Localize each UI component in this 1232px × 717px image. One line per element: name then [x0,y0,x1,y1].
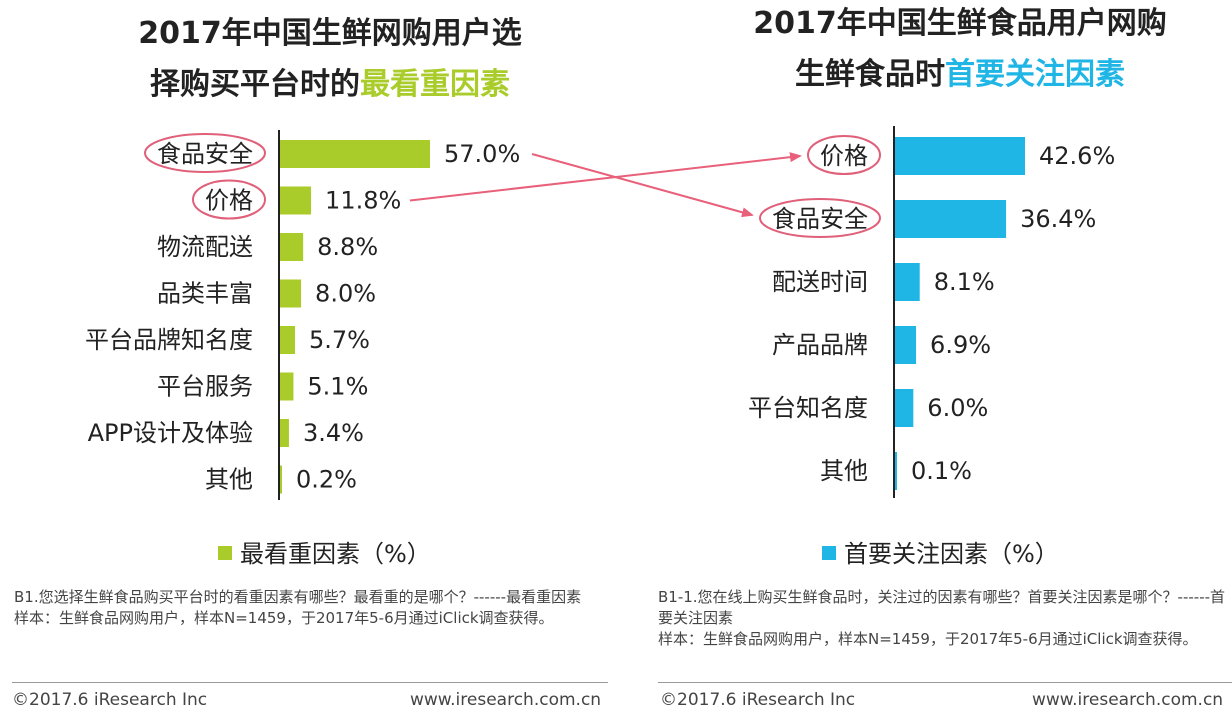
left-value-label: 8.0% [315,280,376,308]
left-value-label: 3.4% [303,419,364,447]
right-title-line2: 生鲜食品时首要关注因素 [660,55,1232,94]
right-copyright: ©2017.6 iResearch Inc [660,690,856,710]
right-legend-label: 首要关注因素（%） [844,540,1059,568]
left-category-label: 物流配送 [157,233,253,261]
left-value-label: 11.8% [325,187,401,215]
left-title-prefix: 择购买平台时的 [150,67,360,102]
right-category-label: 价格 [820,142,868,170]
left-note-question: B1.您选择生鲜食品购买平台时的看重因素有哪些？最看重的是哪个？------最看… [14,588,582,606]
left-bar [280,326,295,354]
right-bar [895,263,920,301]
right-source-note: B1-1.您在线上购买生鲜食品时，关注过的因素有哪些？首要关注因素是哪个？---… [658,587,1232,650]
left-category-label: 平台服务 [157,373,253,401]
left-note-sample: 样本：生鲜食品网购用户，样本N=1459，于2017年5-6月通过iClick调… [14,609,554,627]
left-value-label: 5.7% [309,326,370,354]
right-bar [895,326,917,364]
right-category-label: 产品品牌 [772,331,868,359]
left-chart-title: 2017年中国生鲜网购用户选 择购买平台时的最看重因素 [40,14,620,104]
left-website: www.iresearch.com.cn [410,690,602,710]
left-bar [280,186,312,215]
left-title-line1: 2017年中国生鲜网购用户选 [138,16,522,51]
left-bar [280,140,430,168]
left-bar [280,465,282,494]
right-legend: 首要关注因素（%） [822,534,1059,569]
right-category-label: 其他 [820,457,868,485]
left-category-label: 价格 [205,187,253,215]
right-chart-title: 2017年中国生鲜食品用户网购 生鲜食品时首要关注因素 [660,4,1232,94]
right-category-label: 配送时间 [772,268,868,296]
left-value-label: 5.1% [307,373,368,401]
right-title-line1: 2017年中国生鲜食品用户网购 [753,6,1167,41]
left-title-line2: 择购买平台时的最看重因素 [40,65,620,104]
right-value-label: 6.0% [927,394,988,422]
right-highlight-circle [759,198,881,238]
right-bar [895,137,1025,175]
left-legend-swatch [218,546,232,560]
comparison-arrow [531,153,754,218]
left-category-label: APP设计及体验 [88,419,253,447]
left-legend-label: 最看重因素（%） [240,540,431,568]
comparison-arrows [409,152,802,218]
left-highlight-circle [144,133,266,173]
right-bar-chart: 42.6% 价格 36.4% 食品安全 8.1% 配送时间 6.9% 产品品牌 6.0% 平台知名… [748,126,1115,498]
left-highlight-circle [192,179,266,220]
right-title-highlight: 首要关注因素 [945,57,1125,92]
right-legend-swatch [822,546,836,560]
left-category-label: 其他 [205,466,253,494]
right-bar [895,452,897,490]
right-value-label: 36.4% [1020,205,1096,233]
right-note-question: B1-1.您在线上购买生鲜食品时，关注过的因素有哪些？首要关注因素是哪个？---… [658,588,1226,627]
left-bar-chart: 57.0% 食品安全 11.8% 价格 8.8% 物流配送 8.0% 品类丰富 5.7% 平台品牌… [85,130,520,500]
left-footer-divider [12,682,608,683]
left-value-label: 8.8% [317,233,378,261]
right-highlight-circle [807,135,881,175]
right-website: www.iresearch.com.cn [1032,690,1224,710]
left-bar [280,419,289,447]
right-footer-divider [658,682,1232,683]
right-note-sample: 样本：生鲜食品网购用户，样本N=1459，于2017年5-6月通过iClick调… [658,630,1198,648]
right-value-label: 8.1% [934,268,995,296]
left-bar [280,233,304,261]
left-source-note: B1.您选择生鲜食品购买平台时的看重因素有哪些？最看重的是哪个？------最看… [14,587,614,629]
left-value-label: 57.0% [444,140,520,168]
left-value-label: 0.2% [296,466,357,494]
right-bar [895,389,914,427]
right-value-label: 0.1% [911,457,972,485]
right-bar [895,200,1007,238]
left-legend: 最看重因素（%） [218,534,431,569]
left-category-label: 食品安全 [157,140,253,168]
right-category-label: 食品安全 [772,205,868,233]
left-title-highlight: 最看重因素 [360,67,510,102]
left-bar [280,279,302,308]
comparison-arrow [409,152,802,202]
right-category-label: 平台知名度 [748,394,868,422]
left-bar [280,372,294,401]
right-value-label: 42.6% [1039,142,1115,170]
right-value-label: 6.9% [930,331,991,359]
left-category-label: 品类丰富 [157,280,253,308]
left-copyright: ©2017.6 iResearch Inc [12,690,208,710]
right-title-prefix: 生鲜食品时 [795,57,945,92]
left-category-label: 平台品牌知名度 [85,326,253,354]
